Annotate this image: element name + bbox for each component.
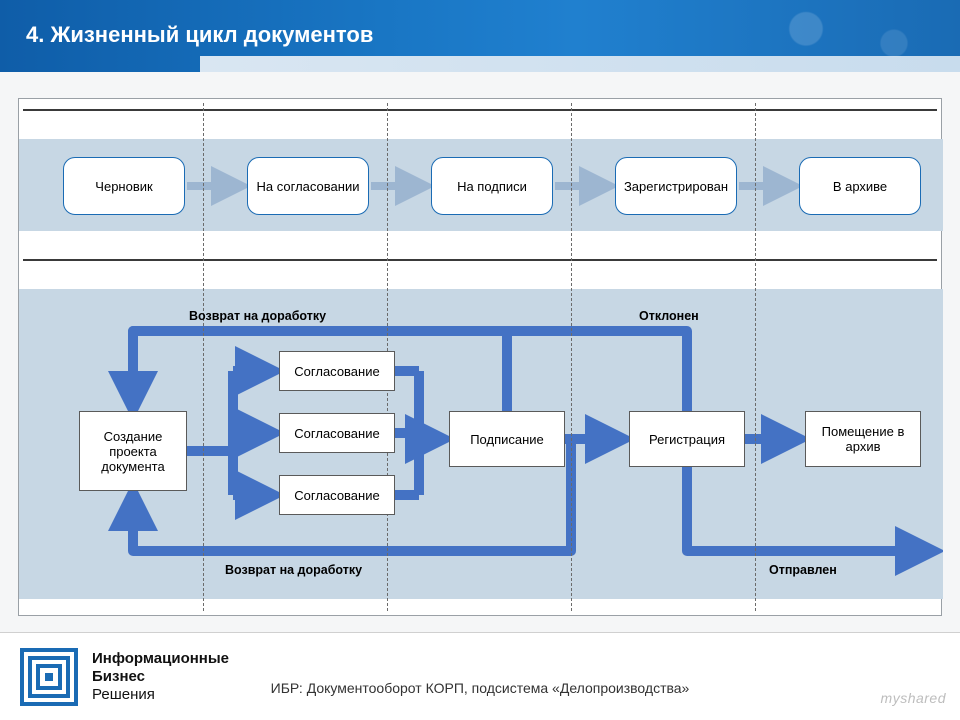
banner-subbar bbox=[200, 56, 960, 72]
edge-label-3: Отправлен bbox=[769, 563, 837, 577]
edge-label-2: Возврат на доработку bbox=[225, 563, 362, 577]
footer-caption: ИБР: Документооборот КОРП, подсистема «Д… bbox=[0, 680, 960, 696]
flow-approve2: Согласование bbox=[279, 413, 395, 453]
status-review: На согласовании bbox=[247, 157, 369, 215]
vsep-3 bbox=[755, 103, 756, 611]
flow-create: Создание проекта документа bbox=[79, 411, 187, 491]
diagram-canvas: Черновик На согласовании На подписи Зарегис… bbox=[18, 98, 942, 616]
edge-label-0: Возврат на доработку bbox=[189, 309, 326, 323]
status-signing: На подписи bbox=[431, 157, 553, 215]
hsep-1 bbox=[23, 259, 937, 261]
flow-approve1: Согласование bbox=[279, 351, 395, 391]
flow-approve3: Согласование bbox=[279, 475, 395, 515]
flow-register: Регистрация bbox=[629, 411, 745, 467]
status-registered: Зарегистрирован bbox=[615, 157, 737, 215]
vsep-2 bbox=[571, 103, 572, 611]
hsep-0 bbox=[23, 109, 937, 111]
status-draft: Черновик bbox=[63, 157, 185, 215]
flow-sign: Подписание bbox=[449, 411, 565, 467]
company-logo-icon bbox=[20, 648, 78, 706]
edge-label-1: Отклонен bbox=[639, 309, 699, 323]
company-line1: Информационные bbox=[92, 650, 229, 668]
vsep-0 bbox=[203, 103, 204, 611]
status-archived: В архиве bbox=[799, 157, 921, 215]
title-banner: 4. Жизненный цикл документов bbox=[0, 0, 960, 72]
slide-title: 4. Жизненный цикл документов bbox=[26, 22, 373, 48]
watermark: myshared bbox=[881, 690, 946, 706]
slide-footer: Информационные Бизнес Решения ИБР: Докум… bbox=[0, 632, 960, 720]
flow-archive: Помещение в архив bbox=[805, 411, 921, 467]
